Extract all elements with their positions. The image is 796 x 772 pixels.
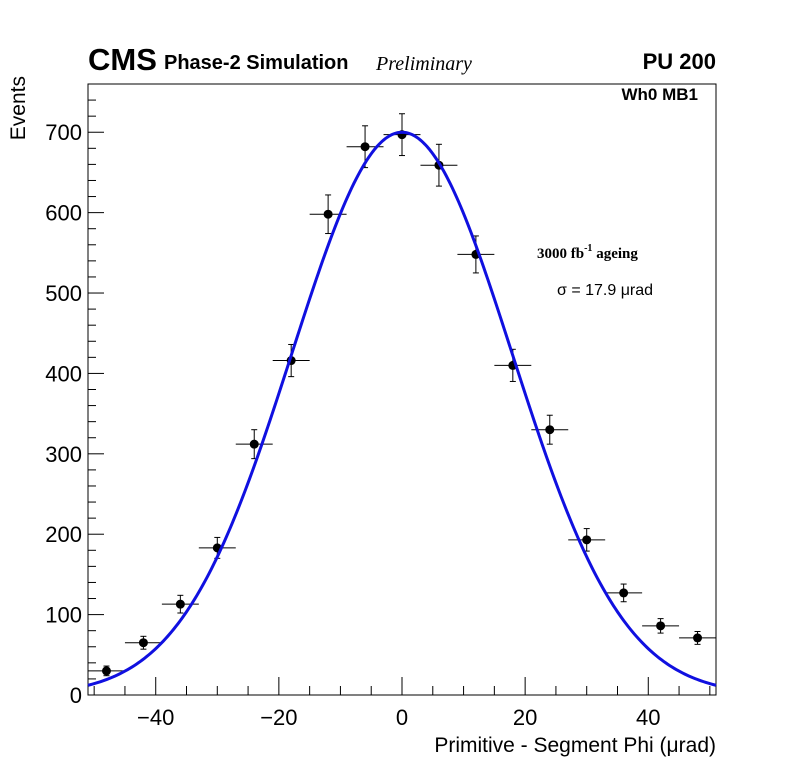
y-tick-label: 400	[45, 361, 82, 386]
data-point	[124, 635, 162, 650]
y-tick-label: 600	[45, 201, 82, 226]
x-tick-label: −20	[260, 705, 297, 730]
y-tick-label: 500	[45, 281, 82, 306]
x-tick-label: 20	[513, 705, 537, 730]
data-marker	[175, 599, 185, 609]
y-tick-label: 100	[45, 603, 82, 628]
data-marker	[138, 638, 148, 648]
data-point	[272, 343, 310, 378]
data-point	[642, 618, 680, 634]
data-marker	[693, 633, 703, 643]
y-tick-label: 0	[70, 683, 82, 708]
y-tick-label: 200	[45, 522, 82, 547]
data-marker	[545, 425, 555, 435]
y-axis-title: Events	[7, 76, 30, 140]
x-tick-label: −40	[137, 705, 174, 730]
gaussian-fit-curve	[87, 130, 717, 687]
data-marker	[323, 209, 333, 219]
data-marker	[360, 142, 370, 152]
data-marker	[619, 588, 629, 598]
ageing-suffix: ageing	[592, 246, 638, 262]
x-tick-label: 0	[396, 705, 408, 730]
x-axis-title: Primitive - Segment Phi (μrad)	[434, 734, 716, 757]
cms-logo-text: CMS	[88, 42, 157, 77]
y-tick-label: 300	[45, 442, 82, 467]
ageing-label: 3000 fb-1 ageing	[537, 243, 638, 262]
sigma-label: σ = 17.9 μrad	[557, 282, 653, 299]
data-marker	[656, 621, 666, 631]
data-marker	[249, 439, 259, 449]
x-axis-ticks: −40 −20 0 20 40	[93, 677, 711, 730]
data-point	[161, 594, 199, 614]
region-label: Wh0 MB1	[622, 85, 699, 104]
data-point	[679, 630, 716, 645]
data-point	[235, 429, 273, 460]
pileup-label: PU 200	[643, 49, 716, 74]
data-points	[88, 113, 716, 677]
y-tick-label: 700	[45, 120, 82, 145]
simulation-subtitle: Phase-2 Simulation	[164, 52, 349, 74]
data-point	[88, 665, 125, 677]
ageing-prefix: 3000 fb	[537, 246, 584, 262]
y-axis-ticks: 0 100 200 300 400 500 600 700	[45, 83, 104, 708]
ageing-exponent: -1	[584, 243, 592, 254]
x-tick-label: 40	[636, 705, 660, 730]
data-point	[531, 414, 569, 445]
data-marker	[582, 535, 592, 545]
data-marker	[101, 666, 111, 676]
preliminary-label: Preliminary	[375, 53, 472, 75]
data-point	[605, 583, 643, 603]
data-point	[568, 528, 606, 552]
